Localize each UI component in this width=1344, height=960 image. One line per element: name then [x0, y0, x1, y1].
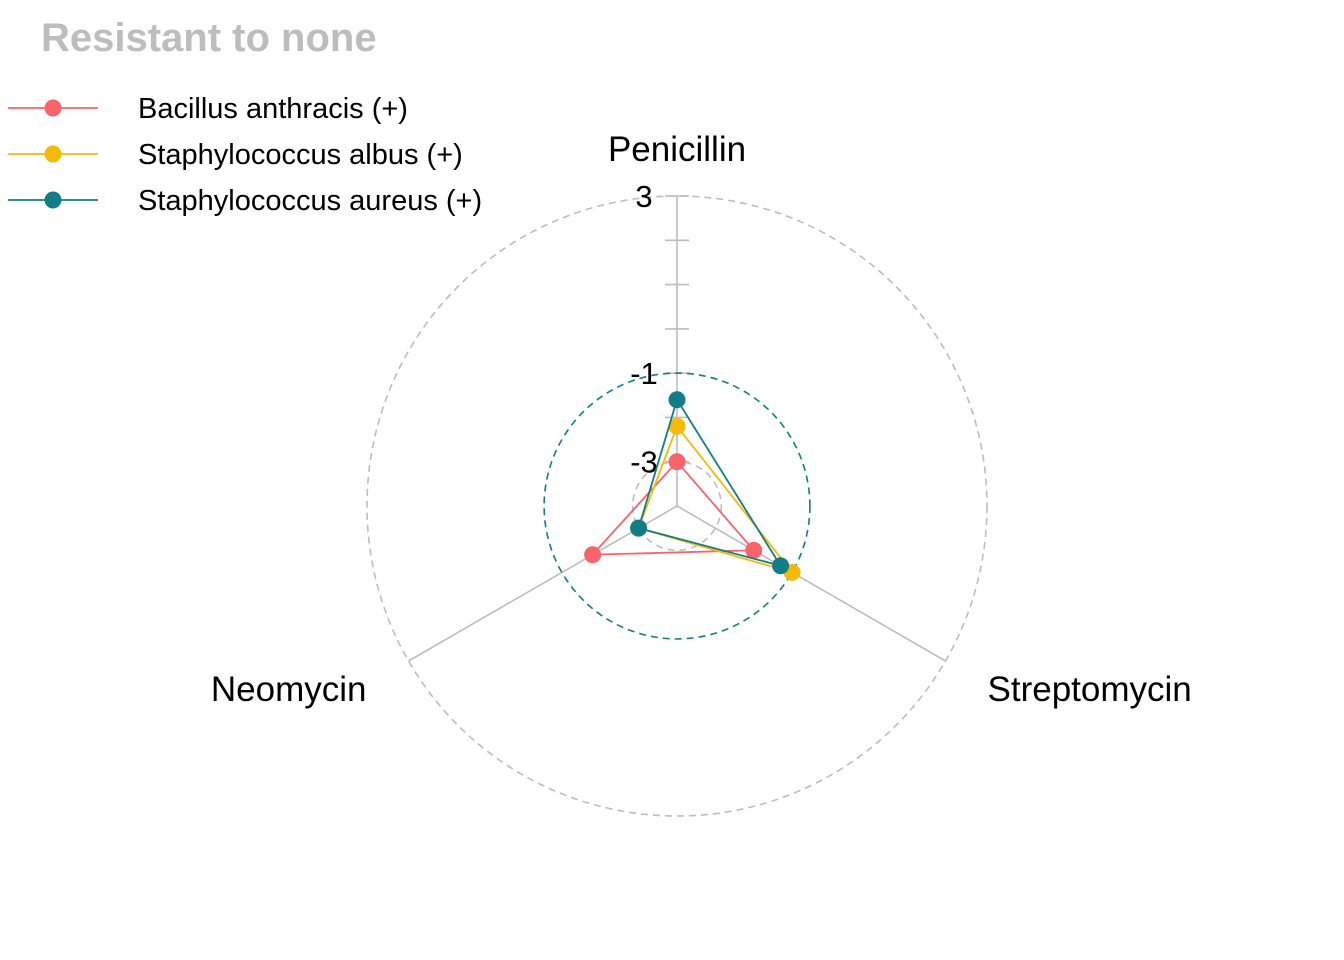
- axis-label-neomycin: Neomycin: [211, 670, 367, 709]
- chart-title: Resistant to none: [41, 16, 377, 60]
- legend-label: Staphylococcus albus (+): [138, 139, 463, 171]
- axis-label-penicillin: Penicillin: [608, 130, 746, 169]
- legend-key-point: [44, 191, 62, 209]
- axis-label-streptomycin: Streptomycin: [988, 670, 1192, 709]
- radar-series: [584, 391, 801, 581]
- data-point: [745, 541, 763, 559]
- radar-grid: -3 -1 3 Penicillin Streptomycin Neomycin: [211, 130, 1192, 817]
- series-line: [637, 424, 795, 575]
- series-2: [630, 391, 790, 575]
- grid-circle: [366, 195, 988, 817]
- series-0: [584, 453, 763, 564]
- legend-key-point: [44, 99, 62, 117]
- legend-item: Bacillus anthracis (+): [8, 93, 408, 125]
- legend-key-point: [44, 145, 62, 163]
- data-point: [630, 519, 648, 537]
- series-line: [590, 460, 756, 556]
- grid-circle-highlight: [543, 372, 811, 640]
- data-point: [668, 417, 686, 435]
- data-point: [772, 557, 790, 575]
- legend-item: Staphylococcus aureus (+): [8, 185, 482, 217]
- radial-tick-label: 3: [635, 179, 652, 214]
- data-point: [668, 453, 686, 471]
- legend-item: Staphylococcus albus (+): [8, 139, 463, 171]
- radial-tick-label: -3: [630, 445, 658, 480]
- radial-tick-label: -1: [630, 356, 658, 391]
- legend: Bacillus anthracis (+) Staphylococcus alb…: [8, 93, 482, 217]
- data-point: [668, 391, 686, 409]
- series-line: [637, 397, 783, 568]
- legend-label: Staphylococcus aureus (+): [138, 185, 482, 217]
- axis-spoke-streptomycin: [676, 505, 946, 662]
- legend-label: Bacillus anthracis (+): [138, 93, 408, 125]
- data-point: [584, 546, 602, 564]
